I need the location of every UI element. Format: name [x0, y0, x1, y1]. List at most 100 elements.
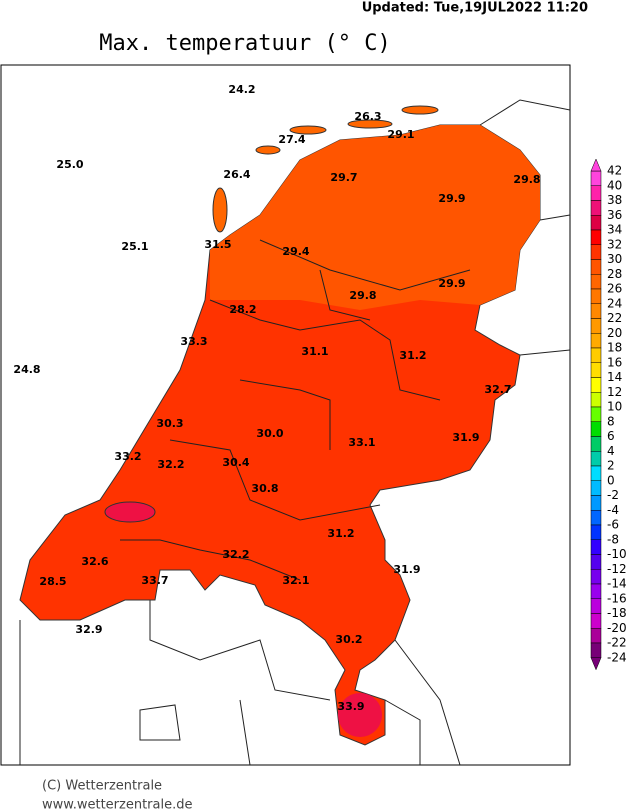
legend-swatch: [590, 613, 602, 629]
legend-swatch: [590, 524, 602, 540]
station-value: 30.8: [251, 482, 278, 495]
legend-swatch: [590, 436, 602, 452]
legend-swatch: [590, 539, 602, 555]
legend-swatch: [590, 421, 602, 437]
legend-swatch: [590, 406, 602, 422]
station-value: 29.7: [330, 171, 357, 184]
legend-label: 36: [607, 208, 622, 222]
legend-label: -22: [607, 636, 627, 650]
station-value: 33.1: [348, 436, 375, 449]
borders: [19, 99, 571, 766]
legend-swatch: [590, 510, 602, 526]
legend-swatch: [590, 288, 602, 304]
island: [401, 105, 439, 115]
legend-label: 38: [607, 193, 622, 207]
legend-label: -12: [607, 562, 627, 576]
legend-label: -10: [607, 547, 627, 561]
legend-label: 14: [607, 370, 622, 384]
station-value: 29.8: [349, 289, 376, 302]
legend-swatch: [590, 451, 602, 467]
station-value: 25.0: [56, 158, 83, 171]
station-value: 25.1: [121, 240, 148, 253]
legend-arrow-bottom: [590, 657, 602, 671]
station-value: 30.3: [156, 417, 183, 430]
legend-label: -24: [607, 650, 627, 664]
north-zone: [210, 125, 540, 310]
station-value: 32.1: [282, 574, 309, 587]
legend-swatch: [590, 495, 602, 511]
station-value: 26.4: [223, 168, 250, 181]
station-value: 33.3: [180, 335, 207, 348]
legend-swatch: [590, 569, 602, 585]
legend-label: 22: [607, 311, 622, 325]
map: [0, 64, 571, 766]
station-value: 31.2: [327, 527, 354, 540]
legend-label: -6: [607, 518, 619, 532]
legend-swatch: [590, 465, 602, 481]
station-value: 29.9: [438, 277, 465, 290]
station-value: 28.2: [229, 303, 256, 316]
legend-label: 6: [607, 429, 615, 443]
legend-swatch: [590, 480, 602, 496]
legend-label: -2: [607, 488, 619, 502]
legend-label: 16: [607, 355, 622, 369]
legend-label: 10: [607, 400, 622, 414]
legend-label: 32: [607, 237, 622, 251]
station-value: 30.0: [256, 427, 283, 440]
legend-swatch: [590, 377, 602, 393]
station-value: 32.7: [484, 383, 511, 396]
url: www.wetterzentrale.de: [42, 798, 192, 812]
legend-label: 24: [607, 296, 622, 310]
legend-swatch: [590, 583, 602, 599]
station-value: 26.3: [354, 110, 381, 123]
legend-label: 42: [607, 164, 622, 178]
legend-swatch: [590, 642, 602, 658]
legend-label: 4: [607, 444, 615, 458]
legend-swatch: [590, 215, 602, 231]
copyright: (C) Wetterzentrale: [42, 779, 162, 794]
legend-swatch: [590, 200, 602, 216]
legend-swatch: [590, 244, 602, 260]
legend-label: -4: [607, 503, 619, 517]
legend-label: 26: [607, 282, 622, 296]
station-value: 28.5: [39, 575, 66, 588]
station-value: 31.2: [399, 349, 426, 362]
updated: Updated: Tue,19JUL2022 11:20: [362, 1, 588, 16]
legend-label: 28: [607, 267, 622, 281]
station-value: 33.7: [141, 574, 168, 587]
station-value: 24.2: [228, 83, 255, 96]
legend-label: 2: [607, 459, 615, 473]
legend-label: 34: [607, 223, 622, 237]
station-value: 31.5: [204, 238, 231, 251]
legend-swatch: [590, 333, 602, 349]
legend-label: -18: [607, 606, 627, 620]
legend-arrow-top: [590, 158, 602, 172]
province-borders: [120, 239, 471, 581]
station-value: 32.9: [75, 623, 102, 636]
legend-swatch: [590, 259, 602, 275]
station-value: 29.1: [387, 128, 414, 141]
legend-label: 0: [607, 473, 615, 487]
legend-swatch: [590, 170, 602, 186]
legend-swatch: [590, 274, 602, 290]
hot-zone: [104, 501, 156, 523]
station-value: 31.9: [393, 563, 420, 576]
legend-swatch: [590, 362, 602, 378]
legend-label: -20: [607, 621, 627, 635]
legend: 424038363432302826242220181614121086420-…: [590, 158, 627, 671]
island: [289, 125, 327, 135]
station-value: 29.9: [438, 192, 465, 205]
legend-swatch: [590, 628, 602, 644]
title: Max. temperatuur (° C): [99, 31, 390, 56]
legend-swatch: [590, 229, 602, 245]
legend-label: -8: [607, 532, 619, 546]
station-value: 30.4: [222, 456, 249, 469]
station-value: 30.2: [335, 633, 362, 646]
legend-label: 40: [607, 178, 622, 192]
legend-label: -14: [607, 577, 627, 591]
legend-swatch: [590, 318, 602, 334]
station-value: 33.9: [337, 700, 364, 713]
station-value: 32.2: [157, 458, 184, 471]
